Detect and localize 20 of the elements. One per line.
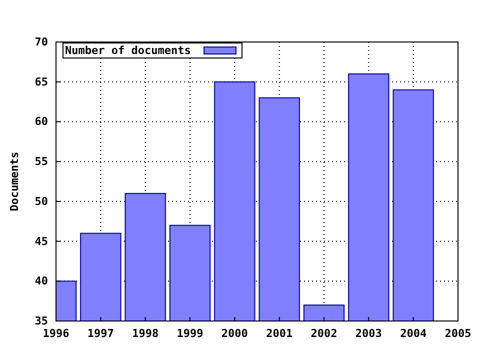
legend-label: Number of documents <box>65 44 191 57</box>
x-tick-label: 1998 <box>132 326 159 340</box>
y-tick-label: 60 <box>34 115 48 128</box>
x-tick-label: 2004 <box>400 326 427 340</box>
x-tick-label: 1996 <box>42 326 70 340</box>
x-tick-label: 2005 <box>444 326 472 340</box>
y-tick-label: 55 <box>34 155 48 168</box>
x-tick-label: 1999 <box>176 326 204 340</box>
y-tick-label: 70 <box>34 36 48 49</box>
x-tick-label: 2001 <box>266 326 293 340</box>
x-tick-label: 2000 <box>221 326 248 340</box>
y-tick-label: 35 <box>34 314 48 328</box>
y-tick-label: 40 <box>34 274 48 288</box>
x-tick-label: 1997 <box>87 326 114 340</box>
x-tick-label: 2002 <box>310 326 338 340</box>
y-tick-label: 65 <box>34 75 48 88</box>
y-tick-label: 45 <box>34 234 48 248</box>
y-axis-title: Documents <box>8 152 21 212</box>
y-tick-label: 50 <box>34 194 48 208</box>
x-tick-label: 2003 <box>355 326 382 340</box>
